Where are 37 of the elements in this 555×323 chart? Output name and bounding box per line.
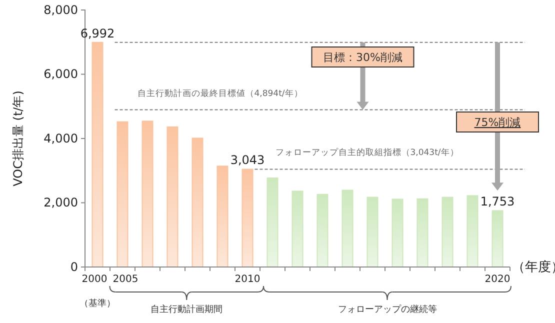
x-tick-label: 2010 — [234, 274, 260, 285]
text: （基準） — [80, 298, 116, 309]
data-label: 1,753 — [480, 194, 515, 209]
y-tick-label: 0 — [70, 260, 78, 274]
text: 自主行動計画期間 — [150, 304, 223, 315]
x-tick-label: 2020 — [484, 274, 510, 285]
bar — [216, 166, 228, 268]
y-tick-label: 6,000 — [44, 67, 78, 82]
data-label: 6,992 — [80, 26, 115, 40]
bar — [316, 194, 328, 268]
bar — [192, 138, 204, 268]
ref-line-label: 自主行動計画の最終目標値（4,894t/年） — [137, 88, 303, 99]
bar — [466, 195, 478, 268]
x-tick-label: 2000 — [82, 274, 108, 285]
bar — [366, 196, 378, 268]
bar — [92, 42, 104, 268]
bar — [292, 190, 304, 268]
bar — [342, 190, 354, 268]
bar — [442, 196, 454, 268]
bar — [492, 210, 504, 268]
ref-line-label: フォローアップ自主的取組指標（3,043t/年） — [275, 147, 459, 158]
annotation: 目標：30%削減 — [323, 51, 402, 64]
y-tick-label: 2,000 — [44, 196, 78, 210]
bar — [242, 168, 254, 268]
bar — [116, 121, 128, 268]
y-tick-label: 4,000 — [44, 131, 78, 146]
bar — [166, 126, 178, 268]
bar — [266, 178, 278, 268]
data-label: 3,043 — [230, 153, 265, 168]
text: フォローアップの継続等 — [338, 304, 437, 315]
bar — [392, 198, 404, 268]
y-axis-title: VOC排出量 (t/年) — [11, 90, 25, 186]
x-tick-label: 2005 — [112, 274, 138, 285]
y-tick-label: 8,000 — [44, 2, 78, 17]
bar — [142, 120, 154, 268]
annotation: 75%削減 — [474, 116, 521, 129]
bar — [416, 198, 428, 268]
